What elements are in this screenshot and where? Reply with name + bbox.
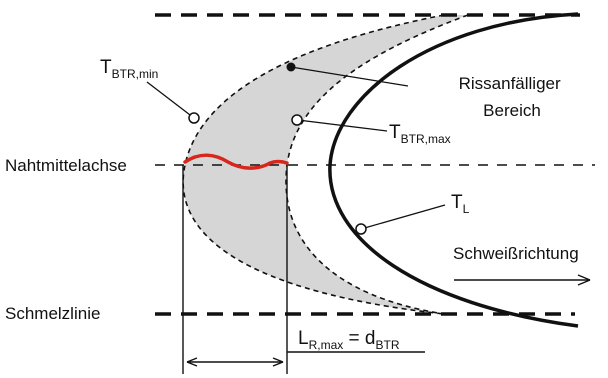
leader-btr-max: [297, 119, 388, 132]
label-weld-direction: Schweißrichtung: [453, 244, 579, 263]
label-weld-axis: Nahtmittelachse: [5, 156, 127, 175]
label-liquidus: TL: [451, 192, 470, 216]
crack-susceptible-region: [183, 15, 468, 314]
weld-direction-arrow-head: [577, 274, 591, 286]
label-btr-min: TBTR,min: [100, 57, 158, 81]
marker-btr-min: [188, 112, 200, 124]
crack-line: [183, 153, 289, 170]
leader-liquidus: [360, 204, 446, 230]
dimension-arrow-head-right: [272, 357, 284, 367]
dimension-arrow-head-left: [186, 357, 198, 367]
marker-btr-max: [291, 114, 303, 126]
label-crack-region: Rissanfälliger Bereich: [459, 74, 566, 120]
marker-liquidus: [355, 223, 367, 235]
leader-btr-min: [146, 81, 195, 119]
leader-crack-region: [290, 66, 409, 87]
marker-crack-region: [286, 62, 296, 72]
label-fusion-line: Schmelzlinie: [5, 304, 100, 323]
label-crack-length: LR,max = dBTR: [298, 328, 400, 352]
isotherm-liquidus: [328, 12, 579, 328]
label-btr-max: TBTR,max: [389, 122, 451, 146]
